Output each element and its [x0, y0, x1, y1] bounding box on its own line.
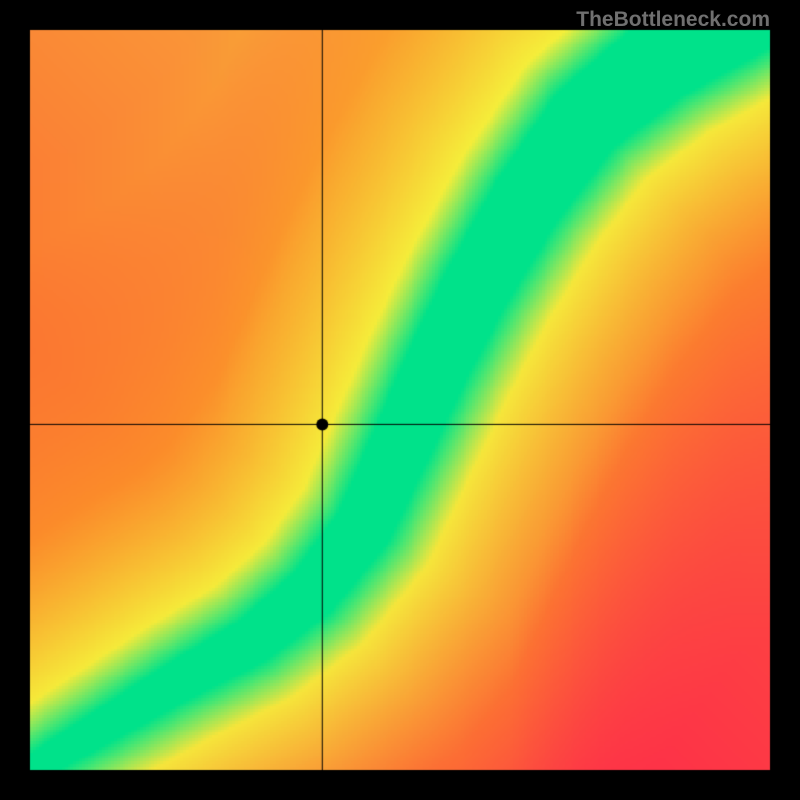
- watermark-text: TheBottleneck.com: [576, 8, 770, 32]
- chart-container: TheBottleneck.com: [0, 0, 800, 800]
- bottleneck-heatmap-canvas: [0, 0, 800, 800]
